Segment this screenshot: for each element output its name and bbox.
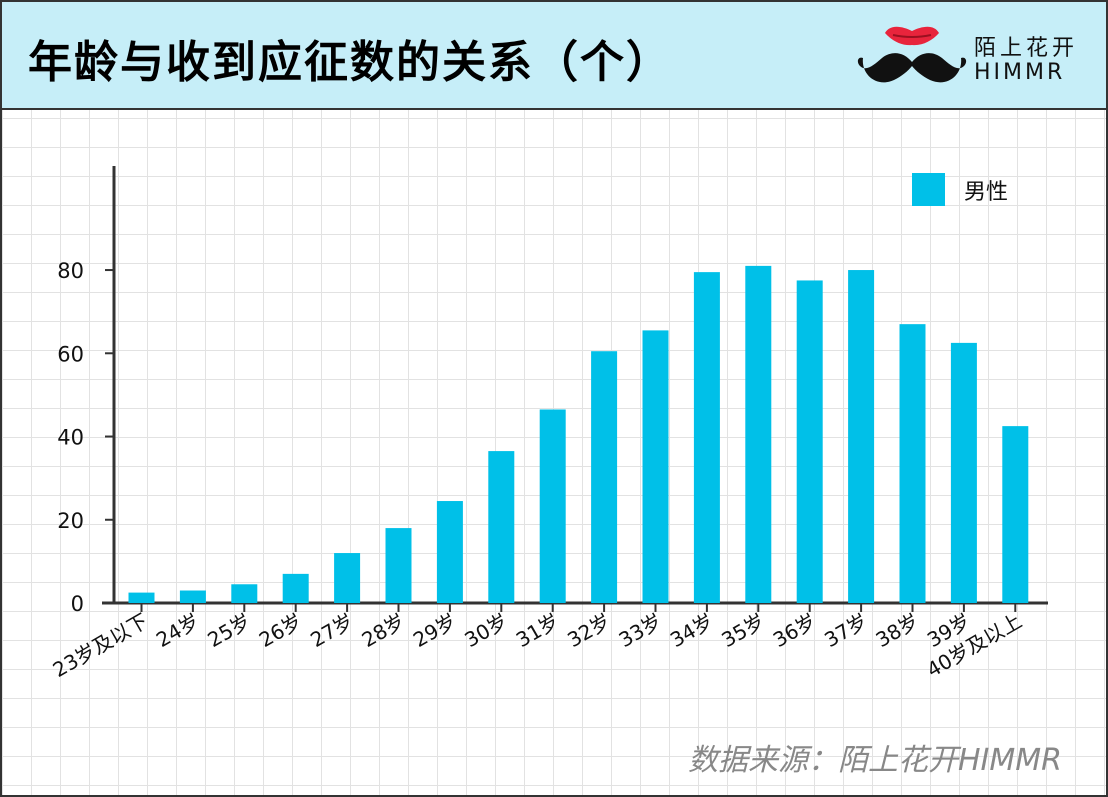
bar — [591, 351, 618, 603]
mustache-lips-icon — [857, 26, 967, 83]
bar — [642, 330, 669, 603]
x-tick-label: 23岁及以下 — [49, 609, 152, 683]
bar — [1002, 426, 1029, 603]
bar — [436, 501, 463, 603]
bar — [539, 409, 566, 603]
y-tick-label: 20 — [57, 509, 84, 533]
y-tick-label: 60 — [57, 342, 84, 366]
x-tick-label: 28岁 — [358, 609, 409, 653]
x-tick-label: 37岁 — [820, 609, 871, 653]
y-tick-label: 0 — [71, 592, 84, 616]
lips-icon — [885, 26, 939, 46]
bar — [796, 280, 823, 603]
bar — [848, 270, 875, 603]
mustache-icon — [857, 53, 967, 83]
legend-label: 男性 — [964, 180, 1009, 205]
header-bar: 年龄与收到应征数的关系（个） 陌上花开 HIMMR — [2, 2, 1106, 110]
x-tick-label: 32岁 — [563, 609, 614, 653]
brand-name-en: HIMMR — [974, 60, 1066, 85]
x-tick-label: 25岁 — [203, 609, 254, 653]
bar — [745, 265, 772, 603]
chart-bars — [128, 265, 1029, 603]
y-tick-label: 80 — [57, 259, 84, 283]
brand-logo: 陌上花开 HIMMR — [852, 16, 1092, 96]
data-source-note: 数据来源：陌上花开HIMMR — [687, 743, 1062, 778]
bar — [693, 272, 720, 603]
legend-swatch — [912, 173, 945, 206]
brand-name-cn: 陌上花开 — [974, 36, 1079, 61]
bar — [128, 592, 155, 603]
x-tick-label: 33岁 — [615, 609, 666, 653]
x-tick-label: 30岁 — [460, 609, 511, 653]
bar — [950, 342, 977, 603]
chart-axes — [102, 166, 1048, 612]
x-tick-label: 36岁 — [769, 609, 820, 653]
bar — [488, 451, 515, 603]
x-tick-label: 26岁 — [255, 609, 306, 653]
x-tick-label: 31岁 — [512, 609, 563, 653]
x-tick-label: 35岁 — [717, 609, 768, 653]
bar — [899, 324, 926, 603]
bar — [385, 528, 412, 603]
bar — [231, 584, 258, 603]
x-tick-label: 34岁 — [666, 609, 717, 653]
x-tick-label: 27岁 — [306, 609, 357, 653]
bar — [179, 590, 206, 603]
x-tick-label: 24岁 — [152, 609, 203, 653]
bar — [282, 573, 309, 603]
bar — [334, 553, 361, 603]
page-title: 年龄与收到应征数的关系（个） — [28, 37, 672, 88]
x-tick-label: 38岁 — [872, 609, 923, 653]
x-tick-label: 29岁 — [409, 609, 460, 653]
y-tick-label: 40 — [57, 426, 84, 450]
